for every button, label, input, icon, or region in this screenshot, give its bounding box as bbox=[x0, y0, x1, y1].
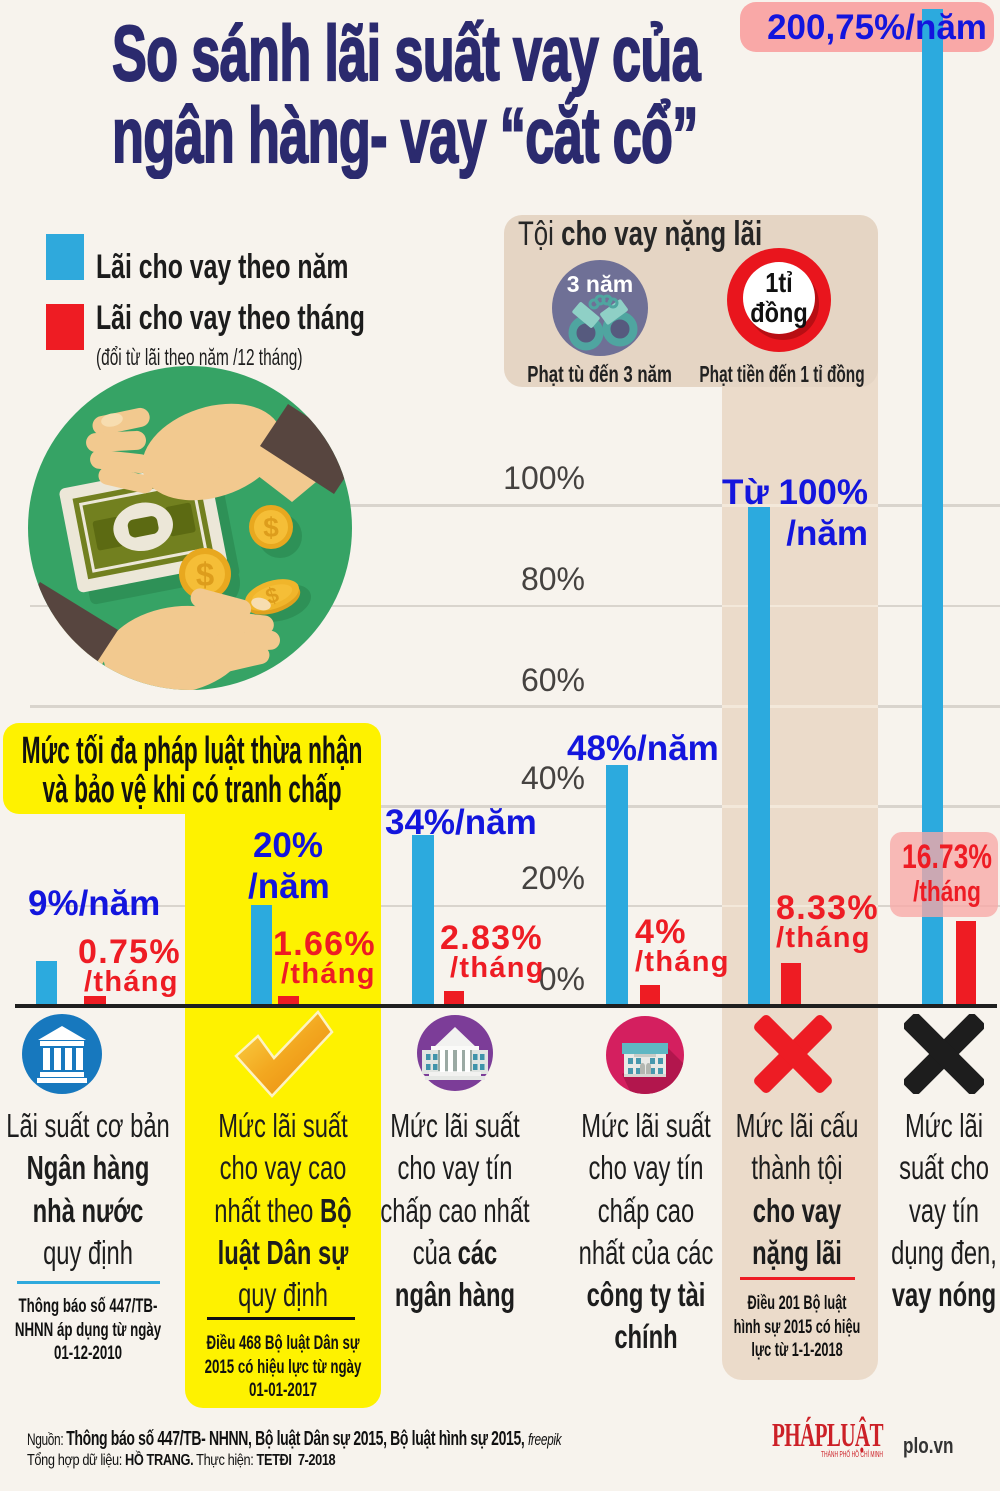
svg-text:đồng: đồng bbox=[750, 298, 807, 328]
svg-text:$: $ bbox=[263, 512, 279, 543]
svg-text:$: $ bbox=[196, 556, 214, 593]
svg-text:1tỉ: 1tỉ bbox=[765, 268, 792, 298]
svg-text:3 năm: 3 năm bbox=[567, 271, 633, 297]
